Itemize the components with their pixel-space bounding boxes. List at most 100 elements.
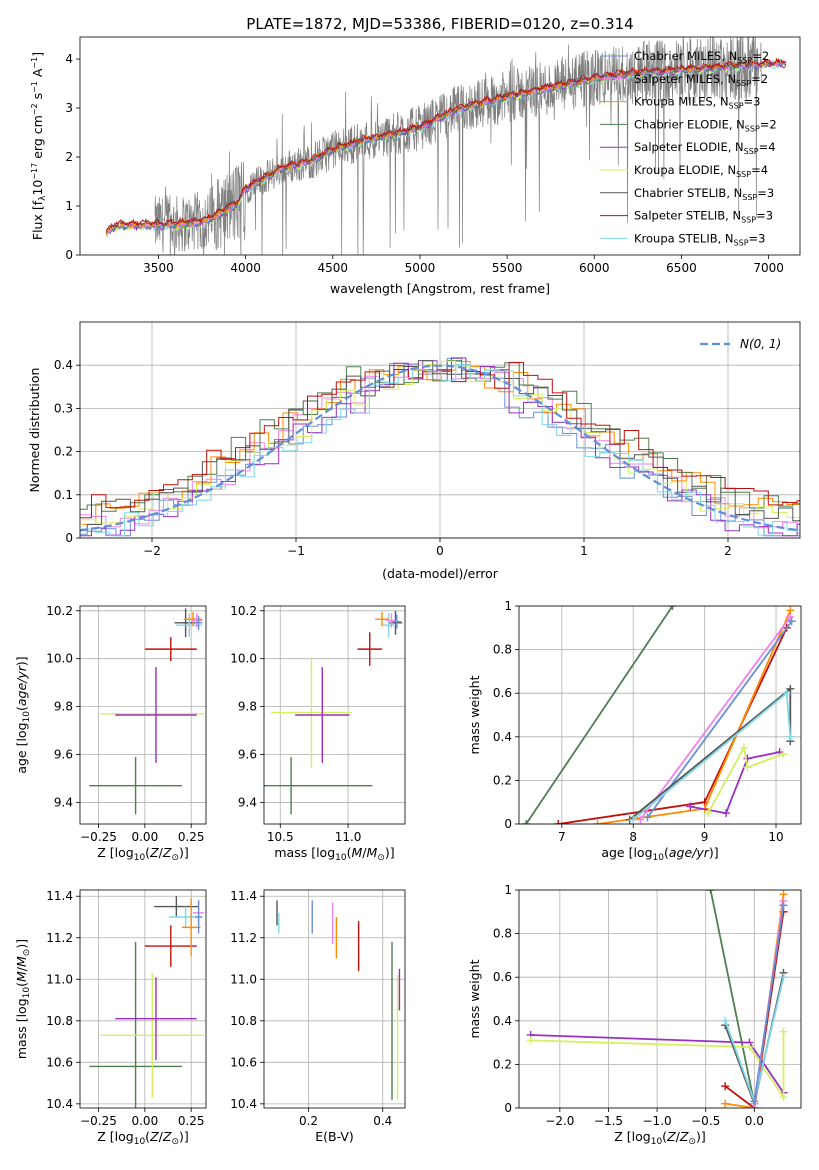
model-spectrum-kroupa-miles xyxy=(105,59,787,236)
y-tick-label: 0.8 xyxy=(493,927,512,941)
legend-entry: Kroupa STELIB, NSSP=3 xyxy=(634,231,765,247)
y-tick-label: 10.6 xyxy=(230,1055,257,1069)
residual-histogram-salpeter-elodie xyxy=(80,357,800,537)
errorbar-point-kroupa-miles xyxy=(375,611,389,627)
legend-entry: Chabrier MILES, NSSP=2 xyxy=(634,49,769,65)
marker xyxy=(779,973,788,982)
y-axis-label: age [log10(age/yr)] xyxy=(14,656,32,773)
residual-histogram-salpeter-miles xyxy=(80,364,800,534)
errorbar-point-salpeter-miles xyxy=(191,613,203,628)
x-tick-label: 0.4 xyxy=(373,1114,392,1128)
marker xyxy=(722,809,731,818)
age-vs-mass-grid xyxy=(264,606,405,824)
y-tick-label: 9.6 xyxy=(238,748,257,762)
x-tick-label: −0.25 xyxy=(80,830,117,844)
y-tick-label: 0.4 xyxy=(493,1014,512,1028)
marker xyxy=(779,750,788,759)
y-tick-label: 11.0 xyxy=(46,972,73,986)
residual-histogram-kroupa-miles xyxy=(81,360,800,525)
x-tick-label: 4000 xyxy=(230,261,261,275)
y-tick-label: 10.2 xyxy=(46,604,73,618)
residuals-plot-area xyxy=(80,357,800,537)
y-tick-label: 10.4 xyxy=(46,1097,73,1111)
x-tick-label: 6000 xyxy=(579,261,610,275)
y-tick-label: 10.0 xyxy=(230,652,257,666)
x-axis-label: (data-model)/error xyxy=(382,566,499,581)
marker xyxy=(750,1097,759,1106)
x-tick-label: −0.25 xyxy=(80,1114,117,1128)
y-tick-label: 0 xyxy=(65,531,73,545)
series-salpeter-stelib xyxy=(554,623,791,824)
marker xyxy=(745,1042,754,1051)
axes-frame xyxy=(518,889,802,1109)
marker xyxy=(786,684,795,693)
marker xyxy=(782,689,791,698)
gaussian-curve xyxy=(80,364,798,532)
axes-frame xyxy=(79,605,207,825)
y-tick-label: 9.8 xyxy=(54,700,73,714)
marker xyxy=(706,890,715,894)
y-tick-label: 10.8 xyxy=(46,1014,73,1028)
marker xyxy=(739,743,748,752)
legend-entry: Chabrier ELODIE, NSSP=2 xyxy=(634,117,777,133)
x-tick-label: 0.2 xyxy=(299,1114,318,1128)
marker xyxy=(721,1099,730,1108)
x-tick-label: 4500 xyxy=(318,261,349,275)
y-tick-label: 1 xyxy=(504,599,512,613)
errorbar-point-kroupa-miles xyxy=(181,898,201,957)
y-tick-label: 0.6 xyxy=(493,970,512,984)
series-chabrier-miles xyxy=(750,901,788,1106)
marker xyxy=(721,1016,730,1025)
spectrum-axes: 3500 4000 4500 5000 5500 6000 6500 7000 0 1 2 3 4 Cha… xyxy=(30,36,801,296)
errorbar-point-kroupa-elodie xyxy=(270,657,353,768)
x-tick-label: 0.00 xyxy=(131,1114,158,1128)
mass-vs-Z-axes: −0.25 0.00 0.25 10.4 10.6 10.8 11.0 11.2 11.4 Z [… xyxy=(14,889,207,1147)
marker xyxy=(636,815,645,824)
y-tick-label: 11.2 xyxy=(230,931,257,945)
axes-frame xyxy=(263,889,406,1109)
y-axis-label: Normed distribution xyxy=(27,368,42,493)
marker xyxy=(743,754,752,763)
axes-frame xyxy=(79,889,207,1109)
y-tick-label: 2 xyxy=(65,150,73,164)
x-tick-label: −1 xyxy=(287,544,305,558)
marker xyxy=(668,606,677,610)
marker xyxy=(522,820,531,824)
marker xyxy=(526,1036,535,1045)
marker xyxy=(743,763,752,772)
mass-vs-EBV-grid xyxy=(264,890,405,1108)
residual-histogram-salpeter-stelib xyxy=(80,361,800,519)
axes-frame xyxy=(518,605,802,825)
y-tick-label: 0 xyxy=(65,248,73,262)
x-tick-label: −1.5 xyxy=(594,1114,623,1128)
y-tick-label: 10.8 xyxy=(230,1014,257,1028)
errorbar-point-salpeter-elodie xyxy=(115,977,197,1061)
series-kroupa-miles xyxy=(593,606,795,824)
series-chabrier-elodie xyxy=(706,890,759,1108)
x-tick-label: 0.00 xyxy=(131,830,158,844)
spectrum-legend: Chabrier MILES, NSSP=2 Salpeter MILES, NS… xyxy=(600,49,777,247)
massweight-vs-age-plot-area xyxy=(522,606,796,824)
y-tick-label: 1 xyxy=(504,883,512,897)
x-tick-label: 5000 xyxy=(405,261,436,275)
y-tick-label: 0.8 xyxy=(493,643,512,657)
x-tick-label: 0 xyxy=(436,544,444,558)
y-tick-label: 3 xyxy=(65,101,73,115)
marker xyxy=(721,1082,730,1091)
x-tick-label: 10.5 xyxy=(267,830,294,844)
series-chabrier-elodie xyxy=(522,606,677,824)
marker xyxy=(779,1027,788,1036)
y-tick-label: 11.2 xyxy=(46,931,73,945)
y-tick-label: 10.4 xyxy=(230,1097,257,1111)
x-tick-label: −0.5 xyxy=(691,1114,720,1128)
marker xyxy=(629,815,638,824)
marker xyxy=(643,813,652,822)
massweight-vs-age-axes: 7 8 9 10 0 0.2 0.4 0.6 0.8 1 age [log10(age/yr)] ma… xyxy=(467,599,802,863)
errorbar-point-chabrier-miles xyxy=(392,614,401,629)
mass-vs-Z-plot-area xyxy=(89,896,205,1108)
series-kroupa-elodie xyxy=(526,1027,788,1102)
legend-entry: Salpeter STELIB, NSSP=3 xyxy=(634,209,773,225)
errorbar-point-chabrier-elodie xyxy=(89,756,182,815)
axes-frame xyxy=(79,321,801,539)
marker xyxy=(786,732,795,741)
